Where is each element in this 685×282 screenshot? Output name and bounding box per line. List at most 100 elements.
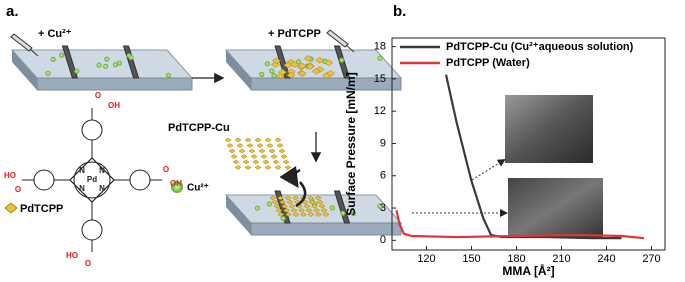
slab-front: [250, 222, 402, 236]
lattice-node: [276, 143, 284, 148]
inset-image: [505, 95, 593, 163]
lattice-node: [248, 148, 256, 154]
atom-label: O: [95, 91, 101, 100]
ion-dot: [377, 55, 383, 61]
ion-dot: [350, 210, 357, 216]
y-tick-label: 15: [374, 73, 386, 85]
y-tick-label: 18: [374, 41, 386, 53]
lattice-node: [281, 203, 288, 209]
lattice-node: [272, 159, 280, 165]
ion-dot: [295, 59, 302, 65]
ion-dot: [165, 72, 172, 78]
slab-side: [12, 50, 37, 90]
atom-label: HO: [4, 171, 16, 180]
curved-arrow: [295, 181, 307, 208]
lattice-node: [278, 148, 286, 154]
lattice-node: [271, 199, 279, 205]
lattice-node: [244, 165, 252, 170]
lattice-node: [307, 195, 314, 201]
ion-dot: [266, 201, 272, 207]
inset-image: [508, 178, 603, 238]
lattice-node: [224, 137, 232, 143]
lattice-node: [288, 203, 296, 209]
product-label: PdTCPP-Cu: [168, 122, 230, 134]
lattice-node: [292, 212, 300, 217]
ion-dot: [254, 205, 261, 211]
step-label: + PdTCPP: [268, 28, 321, 40]
lattice-node: [268, 148, 276, 154]
lattice-node: [269, 195, 277, 201]
atom-label: O: [163, 165, 169, 174]
atom-label: N: [99, 184, 105, 193]
needle: [345, 44, 355, 53]
lattice-node: [226, 143, 234, 148]
molecule-dot: [324, 59, 334, 67]
ion-dot: [50, 56, 56, 62]
lattice-node: [277, 195, 284, 201]
lattice-node: [322, 212, 330, 217]
atom-label: N: [99, 166, 105, 175]
lattice-node: [228, 148, 236, 154]
lattice-node: [275, 208, 283, 213]
y-tick-label: 12: [374, 105, 386, 117]
barrier: [274, 45, 291, 79]
molecule-dot: [275, 72, 285, 80]
lattice-node: [284, 165, 292, 170]
barrier: [61, 45, 79, 79]
lattice-node: [236, 143, 244, 148]
x-tick-label: 210: [552, 253, 570, 265]
lattice-node: [313, 208, 320, 213]
lattice-node: [250, 154, 258, 159]
ion-dot: [329, 205, 336, 211]
slab-front: [36, 77, 193, 91]
ion-label: Cu²⁺: [187, 183, 209, 194]
lattice-node: [240, 154, 248, 159]
legend-label: PdTCPP-Cu (Cu²⁺aqueous solution): [446, 41, 634, 53]
molecule-dot: [278, 68, 287, 76]
molecule-dot: [311, 67, 321, 75]
syringe: [326, 29, 349, 48]
molecule-dot: [315, 57, 324, 64]
ion-dot: [377, 203, 383, 209]
phenyl: [81, 219, 103, 241]
lattice-node: [315, 212, 322, 217]
lattice-node: [300, 212, 307, 217]
lattice-node: [274, 165, 282, 170]
curved-arrow: [279, 165, 301, 189]
molecule-name: PdTCPP: [20, 203, 63, 215]
lattice-node: [230, 154, 238, 159]
phenyl: [81, 119, 103, 141]
lattice-node: [256, 143, 264, 148]
lattice-node: [318, 203, 326, 209]
lattice-node: [264, 137, 272, 143]
panel-label: b.: [393, 3, 406, 20]
molecule-dot: [290, 61, 299, 68]
molecule-dot: [272, 57, 281, 65]
lattice-node: [254, 165, 262, 170]
ion-dot: [259, 71, 265, 77]
y-tick-label: 9: [380, 137, 386, 149]
lattice-node: [283, 208, 290, 213]
ion-dot: [74, 68, 80, 74]
legend-label: PdTCPP (Water): [446, 57, 530, 69]
slab-top: [10, 49, 194, 79]
ion-dot: [45, 70, 51, 76]
x-tick-label: 270: [642, 253, 660, 265]
slab-side: [226, 50, 251, 90]
y-tick-label: 0: [380, 234, 386, 246]
lattice-node: [270, 154, 278, 159]
ion-dot: [271, 73, 277, 79]
lattice-node: [242, 159, 250, 165]
lattice-node: [266, 143, 274, 148]
lattice-node: [277, 212, 285, 217]
lattice-node: [274, 137, 282, 143]
ion-dot: [128, 54, 134, 61]
lattice-node: [279, 199, 286, 205]
x-axis-label: MMA [Å²]: [502, 263, 554, 278]
lattice-node: [284, 195, 292, 201]
lattice-node: [234, 165, 242, 170]
lattice-node: [282, 159, 290, 165]
lattice-node: [273, 203, 281, 209]
